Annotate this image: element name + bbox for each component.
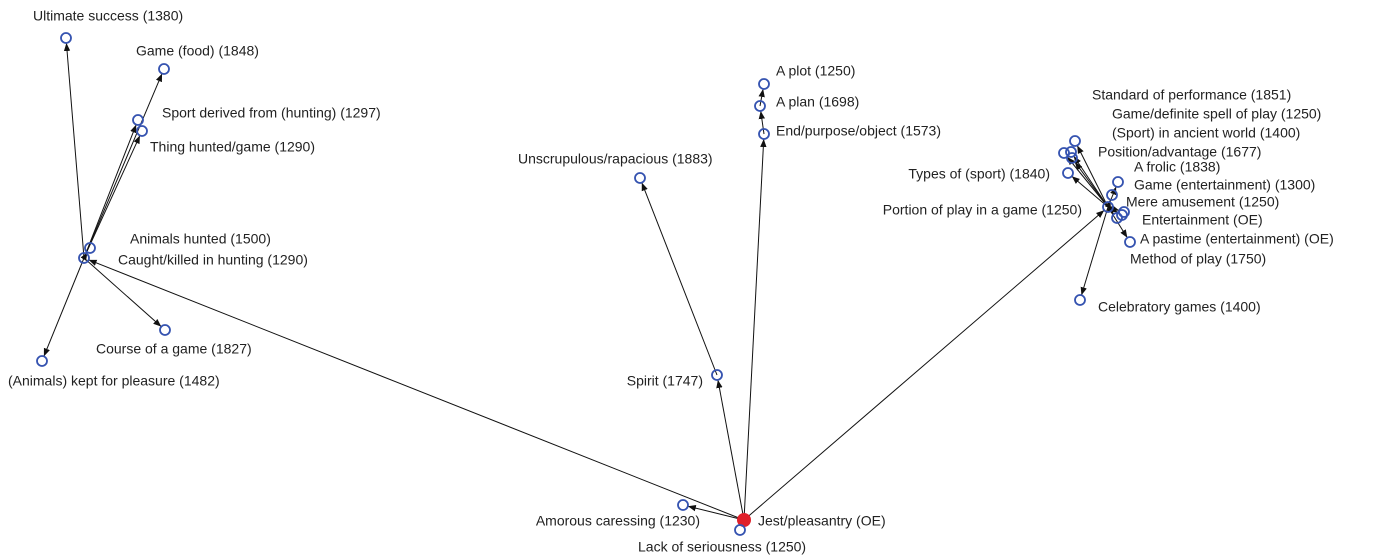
- node-label: Position/advantage (1677): [1098, 144, 1261, 160]
- node-label: A pastime (entertainment) (OE): [1140, 231, 1334, 247]
- node: [1074, 294, 1086, 306]
- edge-arrow: [1074, 161, 1109, 208]
- node-label: Amorous caressing (1230): [536, 513, 700, 529]
- edge-arrow: [1066, 156, 1109, 208]
- node: [36, 355, 48, 367]
- root-node: [737, 513, 751, 527]
- node-label: Animals hunted (1500): [130, 231, 271, 247]
- node-label: Game/definite spell of play (1250): [1112, 106, 1321, 122]
- edge-arrow: [43, 257, 85, 357]
- edge-arrow: [1071, 175, 1109, 208]
- node: [758, 128, 770, 140]
- node: [1066, 152, 1078, 164]
- node: [1116, 209, 1128, 221]
- node-label: Caught/killed in hunting (1290): [118, 252, 308, 268]
- edge-arrow: [758, 110, 766, 135]
- node: [758, 78, 770, 90]
- node: [84, 242, 96, 254]
- edge-arrow: [687, 504, 745, 521]
- node-label: Course of a game (1827): [96, 341, 252, 357]
- node-label: Unscrupulous/rapacious (1883): [518, 151, 713, 167]
- node-label: Celebratory games (1400): [1098, 299, 1261, 315]
- node: [78, 252, 90, 264]
- node: [1118, 206, 1130, 218]
- node-label: Game (food) (1848): [136, 43, 259, 59]
- edge-arrow: [1076, 145, 1109, 208]
- node-label: Sport derived from (hunting) (1297): [162, 105, 381, 121]
- node: [1062, 167, 1074, 179]
- node: [1106, 189, 1118, 201]
- node: [158, 63, 170, 75]
- edge-arrow: [88, 259, 745, 521]
- node: [1102, 201, 1114, 213]
- node: [132, 114, 144, 126]
- node-label: Method of play (1750): [1130, 251, 1266, 267]
- node: [1065, 146, 1077, 158]
- node: [734, 524, 746, 536]
- node: [677, 499, 689, 511]
- node: [754, 100, 766, 112]
- edge-arrow: [83, 257, 162, 328]
- edge-arrow: [716, 379, 745, 521]
- node: [159, 324, 171, 336]
- edge-arrow: [758, 88, 765, 107]
- node-label: A plan (1698): [776, 94, 859, 110]
- node-label: A plot (1250): [776, 63, 855, 79]
- edge-arrow: [1104, 199, 1111, 209]
- node-label: A frolic (1838): [1134, 159, 1220, 175]
- node-label: Jest/pleasantry (OE): [758, 513, 886, 529]
- node: [1112, 176, 1124, 188]
- node-label: Portion of play in a game (1250): [883, 202, 1082, 218]
- edge-arrow: [83, 124, 137, 259]
- node-label: Types of (sport) (1840): [908, 166, 1050, 182]
- node: [634, 172, 646, 184]
- node-label: (Sport) in ancient world (1400): [1112, 125, 1300, 141]
- edge-arrow: [743, 138, 767, 521]
- node-label: Thing hunted/game (1290): [150, 139, 315, 155]
- edge-arrow: [83, 73, 163, 259]
- edge-arrow: [1080, 206, 1109, 296]
- node-label: Lack of seriousness (1250): [638, 539, 806, 555]
- node-label: Ultimate success (1380): [33, 8, 183, 24]
- node: [60, 32, 72, 44]
- node-label: Entertainment (OE): [1142, 212, 1263, 228]
- node: [1124, 236, 1136, 248]
- node-label: Mere amusement (1250): [1126, 194, 1279, 210]
- edge-arrow: [63, 42, 85, 259]
- node-label: Spirit (1747): [627, 373, 703, 389]
- node: [136, 125, 148, 137]
- edge-arrow: [83, 135, 141, 259]
- node-label: (Animals) kept for pleasure (1482): [8, 373, 220, 389]
- node-label: Game (entertainment) (1300): [1134, 177, 1315, 193]
- edge-arrow: [641, 182, 718, 376]
- node: [1069, 135, 1081, 147]
- node-label: End/purpose/object (1573): [776, 123, 941, 139]
- node-label: Standard of performance (1851): [1092, 87, 1291, 103]
- node: [711, 369, 723, 381]
- edge-arrow: [743, 209, 1105, 521]
